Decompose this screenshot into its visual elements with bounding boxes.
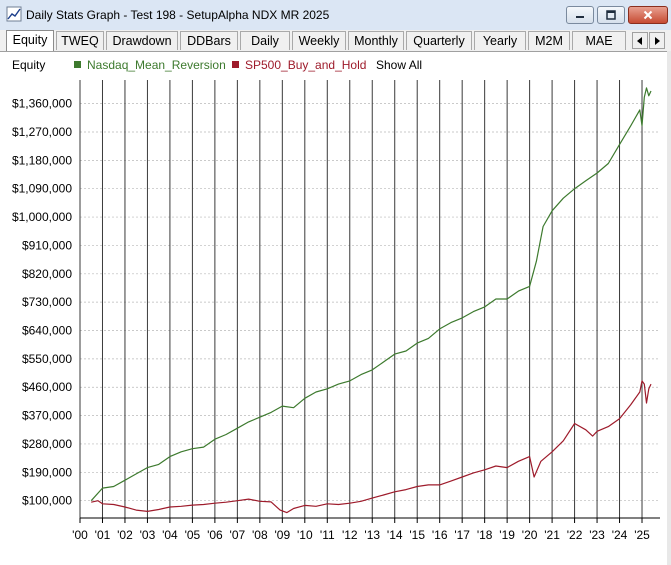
tab-yearly[interactable]: Yearly (474, 31, 526, 50)
legend-item-sp500[interactable]: SP500_Buy_and_Hold (232, 58, 366, 74)
arrow-left-icon (637, 36, 642, 45)
legend-swatch-nasdaq (74, 61, 81, 68)
tab-m2m[interactable]: M2M (528, 31, 570, 50)
y-tick-label: $460,000 (22, 380, 72, 394)
x-tick-label: '10 (297, 528, 313, 542)
x-tick-label: '13 (364, 528, 380, 542)
x-tick-label: '21 (544, 528, 560, 542)
legend-text-sp500: SP500_Buy_and_Hold (245, 58, 367, 72)
y-tick-label: $370,000 (22, 409, 72, 423)
title-bar: Daily Stats Graph - Test 198 - SetupAlph… (0, 0, 671, 31)
maximize-icon (606, 10, 616, 20)
y-tick-label: $820,000 (22, 267, 72, 281)
window-right-border (667, 51, 671, 565)
x-tick-label: '07 (230, 528, 246, 542)
tab-weekly[interactable]: Weekly (292, 31, 346, 50)
y-tick-label: $1,270,000 (12, 125, 72, 139)
x-tick-label: '09 (275, 528, 291, 542)
y-tick-label: $100,000 (22, 494, 72, 508)
show-all-button[interactable]: Show All (376, 58, 423, 72)
x-tick-label: '16 (432, 528, 448, 542)
x-tick-label: '19 (499, 528, 515, 542)
series-line-sp500 (91, 380, 652, 514)
arrow-right-icon (655, 36, 660, 45)
x-tick-label: '03 (140, 528, 156, 542)
x-tick-label: '17 (454, 528, 470, 542)
x-tick-label: '02 (117, 528, 133, 542)
tab-equity[interactable]: Equity (6, 30, 54, 51)
tab-mae[interactable]: MAE (572, 31, 626, 50)
x-tick-label: '06 (207, 528, 223, 542)
close-icon (643, 10, 653, 20)
x-tick-label: '11 (320, 528, 335, 542)
legend-item-nasdaq[interactable]: Nasdaq_Mean_Reversion (74, 58, 226, 74)
tab-scroll-left-button[interactable] (632, 32, 648, 49)
x-tick-label: '01 (95, 528, 111, 542)
tab-ddbars[interactable]: DDBars (180, 31, 238, 50)
y-tick-label: $550,000 (22, 352, 72, 366)
tab-scroll-right-button[interactable] (649, 32, 665, 49)
tab-daily[interactable]: Daily (240, 31, 290, 50)
y-tick-label: $1,180,000 (12, 153, 72, 167)
tab-quarterly[interactable]: Quarterly (406, 31, 472, 50)
x-tick-label: '12 (342, 528, 358, 542)
x-tick-label: '08 (252, 528, 268, 542)
x-tick-label: '04 (162, 528, 178, 542)
legend-swatch-sp500 (232, 61, 239, 68)
window-title: Daily Stats Graph - Test 198 - SetupAlph… (26, 8, 330, 22)
x-tick-label: '22 (567, 528, 583, 542)
y-tick-label: $190,000 (22, 465, 72, 479)
minimize-button[interactable] (566, 6, 594, 24)
y-tick-label: $1,090,000 (12, 182, 72, 196)
x-tick-label: '20 (522, 528, 538, 542)
grid-horizontal (80, 103, 660, 502)
tab-tweq[interactable]: TWEQ (56, 31, 104, 50)
maximize-button[interactable] (597, 6, 625, 24)
x-tick-label: '23 (589, 528, 605, 542)
x-tick-label: '15 (409, 528, 425, 542)
y-tick-label: $910,000 (22, 238, 72, 252)
y-axis-labels: $100,000 $190,000 $280,000 $370,000 $460,000… (12, 97, 72, 508)
y-tick-label: $280,000 (22, 437, 72, 451)
series-lines (90, 87, 652, 514)
legend-equity-label: Equity (12, 58, 46, 72)
x-axis-labels: '00 '01 '02 '03 '04 '05 '06 '07 '08 '09 '10 '11 '12 '… (72, 528, 650, 542)
y-tick-label: $640,000 (22, 324, 72, 338)
tab-strip: Equity TWEQ Drawdown DDBars Daily Weekly… (0, 30, 671, 52)
grid-vertical (79, 80, 643, 523)
tab-drawdown[interactable]: Drawdown (106, 31, 178, 50)
x-tick-label: '25 (634, 528, 650, 542)
minimize-icon (576, 16, 584, 18)
x-tick-label: '18 (477, 528, 493, 542)
x-tick-label: '05 (185, 528, 201, 542)
x-tick-label: '24 (612, 528, 628, 542)
x-tick-label: '00 (72, 528, 88, 542)
y-tick-label: $730,000 (22, 295, 72, 309)
chart-icon (6, 6, 22, 22)
y-tick-label: $1,000,000 (12, 210, 72, 224)
series-line-nasdaq (90, 87, 652, 502)
y-tick-label: $1,360,000 (12, 97, 72, 111)
tab-monthly[interactable]: Monthly (348, 31, 404, 50)
x-tick-label: '14 (387, 528, 403, 542)
legend-text-nasdaq: Nasdaq_Mean_Reversion (87, 58, 226, 72)
close-button[interactable] (628, 6, 668, 24)
equity-chart: $100,000 $190,000 $280,000 $370,000 $460,000… (12, 80, 660, 542)
